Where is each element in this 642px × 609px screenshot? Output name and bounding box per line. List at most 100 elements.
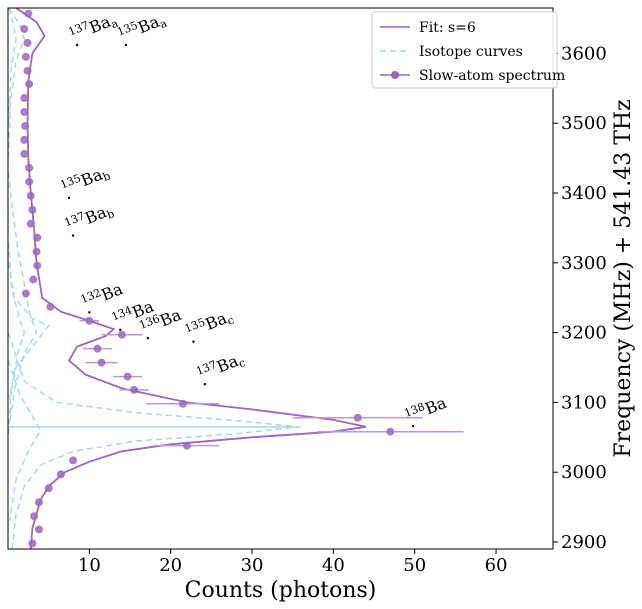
- data-point-14: [28, 205, 37, 214]
- axis-ticks: 10 20 30 40 50 60 2900 3000 3100 3200 3300 3400 3500…: [78, 43, 607, 576]
- data-point-18: [33, 261, 42, 270]
- plot-content: 137Baa135Baa135Bab137Bab132Ba134Ba136Ba1…: [8, 8, 464, 549]
- y-tick-label-0: 2900: [561, 532, 607, 553]
- data-point-6: [20, 94, 29, 103]
- y-tick-label-7: 3600: [561, 43, 607, 64]
- annotation-marker-5: [119, 328, 122, 332]
- annotation-element: Ba: [422, 393, 449, 419]
- annotation-marker-9: [411, 424, 415, 428]
- annotation-label-1: 135Baa: [115, 8, 169, 47]
- data-point-5: [25, 80, 34, 89]
- legend-label-0: Fit: s=6: [419, 20, 476, 36]
- data-point-12: [25, 177, 34, 186]
- y-tick-label-5: 3400: [561, 183, 607, 204]
- isotope-curve-4: [8, 262, 50, 403]
- annotation-marker-4: [88, 311, 91, 314]
- data-point-31: [182, 441, 191, 450]
- x-tick-label-1: 20: [159, 555, 182, 576]
- data-point-9: [20, 135, 29, 144]
- y-tick-label-2: 3100: [561, 392, 607, 413]
- data-point-3: [21, 52, 30, 61]
- annotation-label-7: 135Bac: [183, 305, 236, 344]
- annotation-label-3: 137Bab: [62, 199, 116, 238]
- y-tick-label-6: 3500: [561, 113, 607, 134]
- data-point-2: [23, 38, 32, 47]
- data-point-7: [20, 108, 29, 117]
- data-point-8: [21, 121, 30, 130]
- y-tick-label-4: 3300: [561, 253, 607, 274]
- data-point-0: [24, 9, 33, 18]
- data-point-33: [56, 470, 65, 479]
- data-point-19: [29, 275, 38, 284]
- y-tick-label-1: 3000: [561, 462, 607, 483]
- x-tick-label-0: 10: [78, 555, 101, 576]
- y-tick-label-3: 3200: [561, 323, 607, 344]
- annotation-marker-0: [75, 43, 79, 47]
- data-point-25: [97, 358, 106, 367]
- data-point-35: [34, 498, 43, 507]
- annotation-label-0: 137Baa: [66, 8, 120, 47]
- x-axis-label: Counts (photons): [185, 578, 377, 603]
- legend-frame: [371, 11, 558, 89]
- data-point-21: [46, 302, 55, 311]
- annotation-subscript: a: [158, 17, 169, 32]
- annotation-element: Ba: [214, 351, 241, 377]
- x-tick-label-5: 60: [485, 555, 508, 576]
- data-point-4: [23, 66, 32, 75]
- data-point-28: [178, 399, 187, 408]
- data-point-29: [353, 413, 362, 422]
- annotation-subscript: b: [101, 169, 112, 184]
- data-point-20: [21, 289, 30, 298]
- annotation-element: Ba: [135, 12, 162, 38]
- data-point-34: [44, 484, 53, 493]
- x-tick-label-2: 30: [241, 555, 264, 576]
- data-point-22: [85, 316, 94, 325]
- legend: Fit: s=6 Isotope curves Slow-atom spectrum: [371, 11, 565, 89]
- plot-area: 137Baa135Baa135Bab137Bab132Ba134Ba136Ba1…: [8, 8, 464, 549]
- data-point-32: [69, 456, 78, 465]
- data-point-17: [32, 247, 41, 256]
- data-point-16: [33, 233, 42, 242]
- annotation-label-6: 136Ba: [137, 304, 184, 339]
- fit-curve: [15, 8, 367, 549]
- annotation-label-2: 135Bab: [58, 161, 112, 200]
- annotation-marker-8: [203, 383, 207, 386]
- data-point-24: [93, 344, 102, 353]
- isotope-curve-1: [8, 8, 17, 124]
- isotope-curve-2: [8, 171, 38, 424]
- x-tick-label-4: 50: [403, 555, 426, 576]
- isotope-curve-5: [8, 332, 299, 549]
- annotation-marker-3: [71, 234, 75, 237]
- annotation-label-8: 137Bac: [194, 348, 247, 387]
- data-point-30: [386, 427, 395, 436]
- data-point-37: [34, 525, 43, 534]
- data-point-38: [28, 539, 37, 548]
- annotation-element: Ba: [203, 308, 230, 334]
- annotation-marker-6: [146, 336, 150, 340]
- legend-marker-2: [391, 71, 399, 79]
- annotation-marker-1: [124, 43, 128, 47]
- annotation-element: Ba: [86, 12, 113, 38]
- y-axis-label: Frequency (MHz) + 541.43 THz: [611, 99, 636, 457]
- annotation-element: Ba: [78, 164, 105, 190]
- annotation-subscript: a: [109, 17, 120, 32]
- annotation-element: Ba: [157, 305, 184, 331]
- data-point-11: [25, 163, 34, 172]
- legend-label-2: Slow-atom spectrum: [419, 68, 565, 84]
- isotope-curve-3: [8, 241, 26, 438]
- annotation-element: Ba: [99, 279, 126, 305]
- plot-frame: [7, 7, 554, 550]
- data-point-23: [117, 330, 126, 339]
- data-point-15: [26, 219, 35, 228]
- data-point-26: [123, 372, 132, 381]
- x-tick-label-3: 40: [322, 555, 345, 576]
- data-point-13: [26, 191, 35, 200]
- legend-label-1: Isotope curves: [419, 44, 523, 60]
- data-point-36: [30, 512, 39, 521]
- data-point-10: [20, 149, 29, 158]
- annotation-subscript: b: [105, 207, 116, 222]
- annotation-marker-7: [192, 340, 195, 343]
- annotation-element: Ba: [82, 202, 109, 228]
- annotation-label-9: 138Ba: [402, 392, 449, 427]
